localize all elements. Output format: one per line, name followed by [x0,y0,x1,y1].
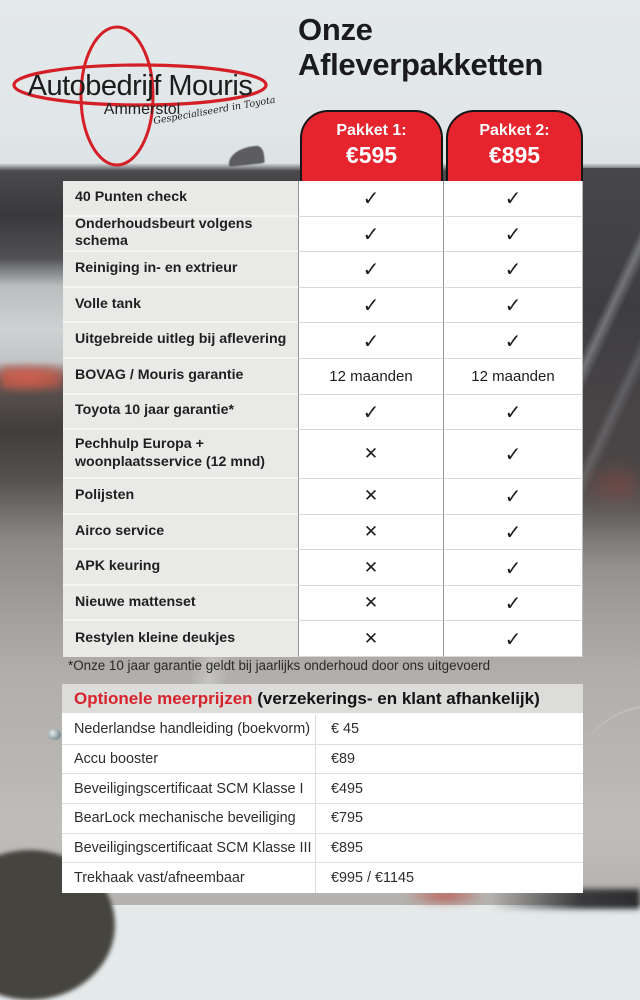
pakket1-cell: ✕ [298,430,443,480]
option-label: Beveiligingscertificaat SCM Klasse III [74,840,312,857]
feature-label: Restylen kleine deukjes [63,621,298,658]
options-title: Optionele meerprijzen [74,688,253,708]
car-highlight-streak [582,180,640,510]
taillight-left-glow [0,366,64,390]
option-row: Beveiligingscertificaat SCM Klasse III €… [62,833,583,864]
pakket2-cell: ✓ [443,287,583,324]
pakket2-header: Pakket 2: €895 [446,110,583,181]
dealer-logo: Autobedrijf Mouris Ammerstol Gespecialis… [12,25,277,167]
options-table-header: Optionele meerprijzen (verzekerings- en … [62,684,583,715]
option-row: Accu booster €89 [62,744,583,775]
option-row: Trekhaak vast/afneembaar €995 / €1145 [62,863,583,894]
options-rows: Nederlandse handleiding (boekvorm) € 45 … [62,715,583,894]
pakket1-label: Pakket 1: [336,122,407,139]
page-title-line2: Afleverpakketten [298,47,544,82]
logo-ellipse-tall [79,25,155,167]
pakket1-cell: ✕ [298,550,443,586]
pakket2-cell: 12 maanden [443,358,583,395]
option-price: €495 [315,774,583,804]
comparison-row: Reiniging in- en extrieur ✓ ✓ [63,252,583,288]
pakket2-label: Pakket 2: [479,122,550,139]
pakket1-cell: ✓ [298,252,443,288]
option-price: €89 [315,744,583,774]
feature-label: Pechhulp Europa + woonplaatsservice (12 … [63,430,298,480]
option-label: Nederlandse handleiding (boekvorm) [74,721,310,738]
logo-name: Autobedrijf Mouris [28,70,253,102]
feature-label: Uitgebreide uitleg bij aflevering [63,323,298,359]
feature-label: Onderhoudsbeurt volgens schema [63,216,298,253]
comparison-table: 40 Punten check ✓ ✓ Onderhoudsbeurt volg… [63,181,583,658]
option-label: Accu booster [74,751,158,768]
pakket1-price: €595 [345,142,398,168]
pakket1-cell: ✕ [298,514,443,551]
taillight-right-glow [582,462,640,508]
pakket2-cell: ✓ [443,216,583,253]
feature-label: Airco service [63,514,298,551]
pakket1-cell: ✓ [298,287,443,324]
shadow-bottom-right [490,889,640,909]
pakket1-cell: ✓ [298,394,443,431]
pakket2-cell: ✓ [443,252,583,288]
pakket1-header: Pakket 1: €595 [300,110,443,181]
option-label: Beveiligingscertificaat SCM Klasse I [74,780,304,797]
comparison-row: Uitgebreide uitleg bij aflevering ✓ ✓ [63,323,583,359]
page-title-line1: Onze [298,12,373,47]
photo-streak [0,655,640,685]
pakket2-cell: ✓ [443,514,583,551]
option-row: BearLock mechanische beveiliging €795 [62,804,583,834]
pakket1-cell: ✓ [298,323,443,359]
logo-ellipse-wide [12,63,268,107]
feature-label: Reiniging in- en extrieur [63,252,298,288]
pakket2-cell: ✓ [443,181,583,217]
feature-label: Volle tank [63,287,298,324]
pakket2-cell: ✓ [443,585,583,622]
pakket2-price: €895 [488,142,541,168]
pakket2-cell: ✓ [443,479,583,515]
comparison-row: Restylen kleine deukjes ✕ ✓ [63,621,583,658]
comparison-row: Polijsten ✕ ✓ [63,479,583,515]
feature-label: BOVAG / Mouris garantie [63,358,298,395]
comparison-row: Pechhulp Europa + woonplaatsservice (12 … [63,430,583,480]
option-price: €795 [315,804,583,833]
pakket1-cell: ✕ [298,585,443,622]
comparison-row: Toyota 10 jaar garantie* ✓ ✓ [63,394,583,431]
pakket2-cell: ✓ [443,621,583,658]
option-label: BearLock mechanische beveiliging [74,810,296,827]
page-title: Onze Afleverpakketten [298,12,543,82]
pakket1-cell: ✓ [298,216,443,253]
pakket1-cell: ✕ [298,479,443,515]
pakket2-cell: ✓ [443,550,583,586]
option-price: €895 [315,833,583,863]
option-price: € 45 [315,715,583,744]
comparison-row: Onderhoudsbeurt volgens schema ✓ ✓ [63,216,583,253]
feature-label: APK keuring [63,550,298,586]
logo-city: Ammerstol [104,101,180,118]
comparison-row: Airco service ✕ ✓ [63,514,583,551]
parking-sensor [48,729,61,740]
comparison-row: BOVAG / Mouris garantie 12 maanden 12 ma… [63,358,583,395]
options-table: Optionele meerprijzen (verzekerings- en … [62,684,583,894]
option-row: Beveiligingscertificaat SCM Klasse I €49… [62,774,583,805]
comparison-row: APK keuring ✕ ✓ [63,550,583,586]
pakket2-cell: ✓ [443,323,583,359]
option-label: Trekhaak vast/afneembaar [74,870,245,887]
option-row: Nederlandse handleiding (boekvorm) € 45 [62,715,583,745]
pakket2-cell: ✓ [443,394,583,431]
options-subtitle: (verzekerings- en klant afhankelijk) [252,688,540,708]
comparison-row: Nieuwe mattenset ✕ ✓ [63,585,583,622]
feature-label: Toyota 10 jaar garantie* [63,394,298,431]
comparison-row: Volle tank ✓ ✓ [63,287,583,324]
pakket1-cell: 12 maanden [298,358,443,395]
option-price: €995 / €1145 [315,863,583,894]
comparison-row: 40 Punten check ✓ ✓ [63,181,583,217]
feature-label: Nieuwe mattenset [63,585,298,622]
guarantee-footnote: *Onze 10 jaar garantie geldt bij jaarlij… [68,658,491,673]
feature-label: Polijsten [63,479,298,515]
pakket2-cell: ✓ [443,430,583,480]
pakket1-cell: ✕ [298,621,443,658]
feature-label: 40 Punten check [63,181,298,217]
pakket1-cell: ✓ [298,181,443,217]
